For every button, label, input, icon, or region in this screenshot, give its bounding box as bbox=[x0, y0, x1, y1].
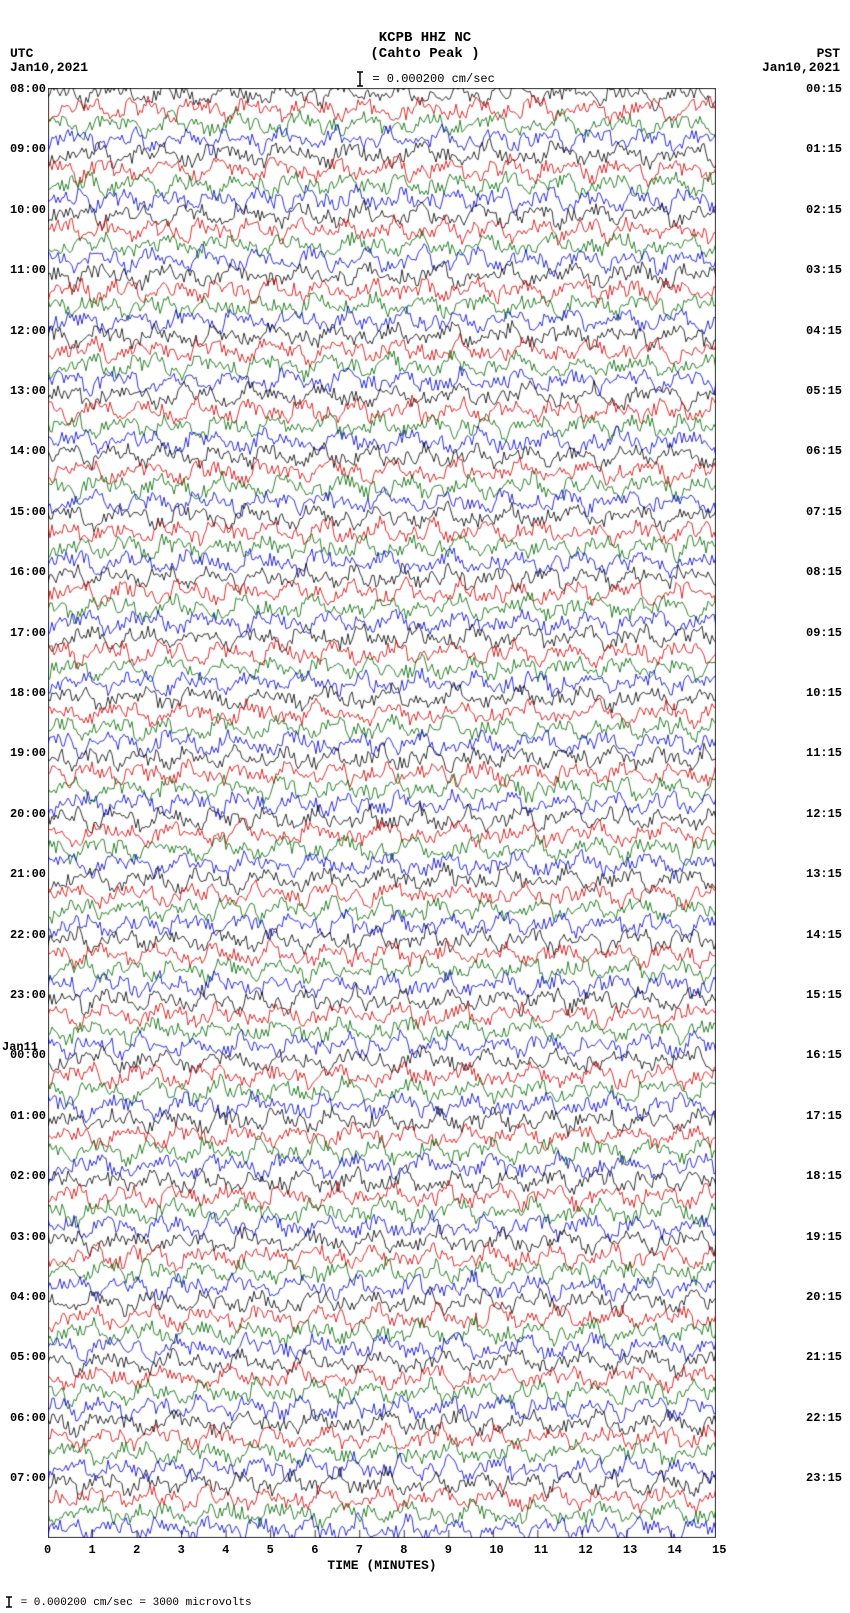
pst-hour-label: 06:15 bbox=[806, 444, 850, 458]
pst-hour-label: 12:15 bbox=[806, 807, 850, 821]
utc-hour-label: 10:00 bbox=[0, 203, 46, 217]
station-code: KCPB HHZ NC bbox=[0, 30, 850, 46]
x-tick-label: 13 bbox=[623, 1543, 637, 1557]
utc-hour-label: 18:00 bbox=[0, 686, 46, 700]
footer-bar-icon bbox=[4, 1595, 14, 1609]
date-left: Jan10,2021 bbox=[10, 60, 88, 75]
utc-hour-label: 22:00 bbox=[0, 928, 46, 942]
x-tick-label: 6 bbox=[311, 1543, 318, 1557]
utc-hour-label: 13:00 bbox=[0, 384, 46, 398]
pst-hour-label: 00:15 bbox=[806, 82, 850, 96]
utc-hour-label: 07:00 bbox=[0, 1471, 46, 1485]
date-right: Jan10,2021 bbox=[762, 60, 840, 75]
utc-hour-label: 21:00 bbox=[0, 867, 46, 881]
tz-left: UTC bbox=[10, 46, 33, 61]
pst-hour-label: 03:15 bbox=[806, 263, 850, 277]
utc-hour-label: 04:00 bbox=[0, 1290, 46, 1304]
pst-hour-label: 22:15 bbox=[806, 1411, 850, 1425]
pst-hour-label: 07:15 bbox=[806, 505, 850, 519]
footer-text: = 0.000200 cm/sec = 3000 microvolts bbox=[21, 1597, 252, 1609]
pst-hour-label: 20:15 bbox=[806, 1290, 850, 1304]
utc-hour-label: 11:00 bbox=[0, 263, 46, 277]
pst-hour-label: 16:15 bbox=[806, 1048, 850, 1062]
scale-indicator: = 0.000200 cm/sec bbox=[0, 70, 850, 88]
utc-hour-label: 02:00 bbox=[0, 1169, 46, 1183]
pst-hour-label: 04:15 bbox=[806, 324, 850, 338]
pst-hour-label: 14:15 bbox=[806, 928, 850, 942]
seismogram-canvas bbox=[48, 88, 716, 1538]
x-tick-label: 0 bbox=[44, 1543, 51, 1557]
utc-hour-label: 01:00 bbox=[0, 1109, 46, 1123]
x-tick-label: 3 bbox=[178, 1543, 185, 1557]
pst-hour-label: 18:15 bbox=[806, 1169, 850, 1183]
x-tick-label: 14 bbox=[667, 1543, 681, 1557]
seismogram-container: KCPB HHZ NC (Cahto Peak ) = 0.000200 cm/… bbox=[0, 0, 850, 1613]
utc-hour-label: 23:00 bbox=[0, 988, 46, 1002]
pst-hour-label: 01:15 bbox=[806, 142, 850, 156]
x-tick-label: 2 bbox=[133, 1543, 140, 1557]
utc-hour-label: 15:00 bbox=[0, 505, 46, 519]
pst-hour-label: 13:15 bbox=[806, 867, 850, 881]
utc-hour-label: 09:00 bbox=[0, 142, 46, 156]
pst-hour-label: 02:15 bbox=[806, 203, 850, 217]
x-tick-label: 10 bbox=[489, 1543, 503, 1557]
x-axis-label: TIME (MINUTES) bbox=[48, 1558, 716, 1573]
utc-hour-label: 00:00 bbox=[0, 1048, 46, 1062]
footer-scale: = 0.000200 cm/sec = 3000 microvolts bbox=[4, 1595, 252, 1609]
pst-hour-label: 21:15 bbox=[806, 1350, 850, 1364]
utc-hour-label: 14:00 bbox=[0, 444, 46, 458]
utc-hour-label: 16:00 bbox=[0, 565, 46, 579]
x-tick-label: 7 bbox=[356, 1543, 363, 1557]
tz-right: PST bbox=[817, 46, 840, 61]
utc-hour-label: 08:00 bbox=[0, 82, 46, 96]
x-tick-label: 4 bbox=[222, 1543, 229, 1557]
pst-hour-label: 17:15 bbox=[806, 1109, 850, 1123]
pst-hour-label: 11:15 bbox=[806, 746, 850, 760]
x-axis-text: TIME (MINUTES) bbox=[327, 1558, 436, 1573]
x-tick-label: 1 bbox=[89, 1543, 96, 1557]
header: KCPB HHZ NC (Cahto Peak ) = 0.000200 cm/… bbox=[0, 30, 850, 88]
scale-text: = 0.000200 cm/sec bbox=[372, 72, 494, 86]
seismogram-plot bbox=[48, 88, 716, 1538]
utc-hour-label: 12:00 bbox=[0, 324, 46, 338]
x-tick-label: 9 bbox=[445, 1543, 452, 1557]
utc-hour-label: 20:00 bbox=[0, 807, 46, 821]
x-tick-label: 11 bbox=[534, 1543, 548, 1557]
utc-hour-label: 19:00 bbox=[0, 746, 46, 760]
x-tick-label: 8 bbox=[400, 1543, 407, 1557]
utc-hour-label: 06:00 bbox=[0, 1411, 46, 1425]
pst-hour-label: 10:15 bbox=[806, 686, 850, 700]
utc-hour-label: 03:00 bbox=[0, 1230, 46, 1244]
pst-hour-label: 08:15 bbox=[806, 565, 850, 579]
x-tick-label: 12 bbox=[578, 1543, 592, 1557]
pst-hour-label: 09:15 bbox=[806, 626, 850, 640]
pst-hour-label: 23:15 bbox=[806, 1471, 850, 1485]
x-tick-label: 5 bbox=[267, 1543, 274, 1557]
utc-hour-label: 05:00 bbox=[0, 1350, 46, 1364]
scale-bar-icon bbox=[355, 70, 365, 88]
pst-hour-label: 05:15 bbox=[806, 384, 850, 398]
utc-hour-label: 17:00 bbox=[0, 626, 46, 640]
pst-hour-label: 19:15 bbox=[806, 1230, 850, 1244]
station-name: (Cahto Peak ) bbox=[0, 46, 850, 62]
x-tick-label: 15 bbox=[712, 1543, 726, 1557]
pst-hour-label: 15:15 bbox=[806, 988, 850, 1002]
